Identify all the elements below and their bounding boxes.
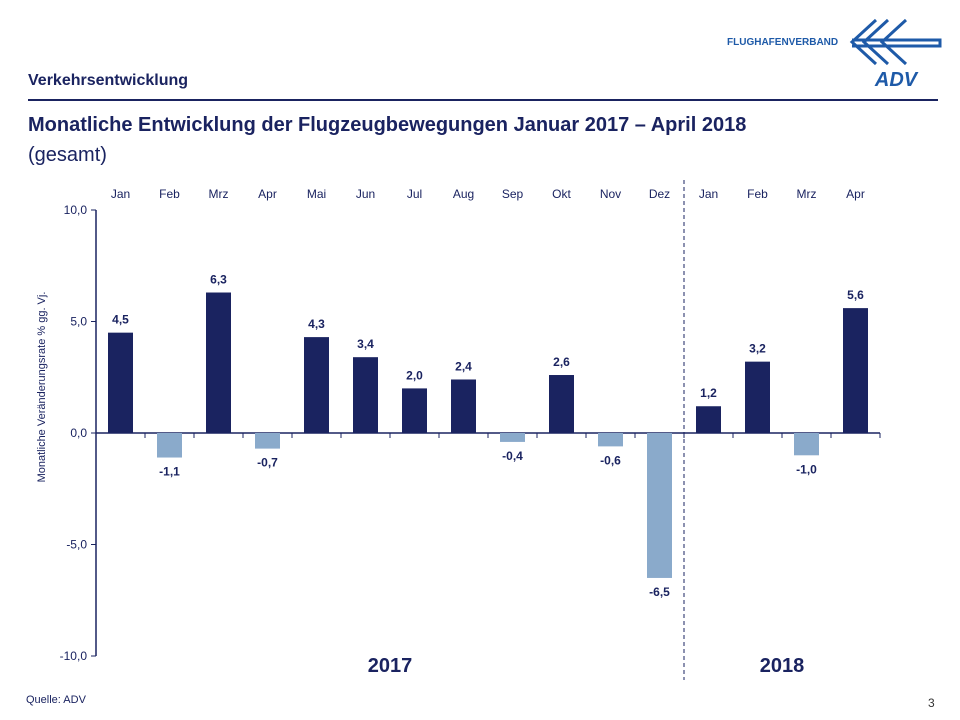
bar [696, 406, 721, 433]
x-tick-label: Dez [649, 187, 670, 201]
data-label: -1,0 [796, 462, 817, 476]
x-tick-label: Feb [159, 187, 180, 201]
y-tick-label: -10,0 [60, 649, 88, 663]
data-label: 3,4 [357, 337, 374, 351]
data-label: 1,2 [700, 386, 717, 400]
x-tick-label: Nov [600, 187, 621, 201]
data-label: 2,6 [553, 355, 570, 369]
data-label: -1,1 [159, 465, 180, 479]
year-label: 2017 [368, 655, 413, 677]
data-label: 4,5 [112, 313, 129, 327]
x-tick-label: Jul [407, 187, 422, 201]
x-tick-label: Apr [846, 187, 865, 201]
data-label: 6,3 [210, 273, 227, 287]
x-tick-label: Aug [453, 187, 474, 201]
data-label: -0,6 [600, 453, 621, 467]
bar [598, 433, 623, 447]
bar [500, 433, 525, 442]
x-tick-label: Sep [502, 187, 524, 201]
x-tick-label: Mrz [797, 187, 817, 201]
adv-logo: ADV [849, 18, 942, 90]
logo-text: FLUGHAFENVERBAND [727, 37, 839, 48]
page-subtitle: (gesamt) [28, 144, 107, 166]
bar [745, 361, 770, 433]
x-tick-label: Jan [111, 187, 130, 201]
x-tick-label: Feb [747, 187, 768, 201]
data-label: 5,6 [847, 288, 864, 302]
bar [206, 292, 231, 433]
data-label: -0,4 [502, 449, 523, 463]
section-title: Verkehrsentwicklung [28, 72, 189, 89]
x-tick-label: Okt [552, 187, 571, 201]
bar [304, 337, 329, 433]
adv-logo-mark: ADV [874, 69, 919, 90]
x-tick-label: Jun [356, 187, 375, 201]
bar [647, 433, 672, 578]
year-label: 2018 [760, 655, 805, 677]
page-title: Monatliche Entwicklung der Flugzeugbeweg… [28, 114, 747, 136]
y-tick-label: -5,0 [66, 538, 87, 552]
y-tick-label: 0,0 [70, 426, 87, 440]
y-tick-label: 10,0 [64, 203, 88, 217]
bar [451, 379, 476, 433]
bar [402, 388, 427, 433]
data-label: -0,7 [257, 456, 278, 470]
y-tick-label: 5,0 [70, 315, 87, 329]
x-tick-label: Apr [258, 187, 277, 201]
bar [157, 433, 182, 458]
x-tick-label: Jan [699, 187, 718, 201]
x-tick-label: Mai [307, 187, 326, 201]
header-rule [28, 99, 938, 101]
y-axis-label: Monatliche Veränderungsrate % gg. Vj. [36, 292, 48, 483]
data-label: -6,5 [649, 585, 670, 599]
x-tick-label: Mrz [209, 187, 229, 201]
bar [549, 375, 574, 433]
data-label: 2,4 [455, 359, 472, 373]
bar [843, 308, 868, 433]
data-label: 4,3 [308, 317, 325, 331]
data-label: 3,2 [749, 342, 766, 356]
bar [353, 357, 378, 433]
bar [255, 433, 280, 449]
bar [108, 332, 133, 433]
source-note: Quelle: ADV [26, 694, 86, 706]
data-label: 2,0 [406, 368, 423, 382]
page-number: 3 [928, 696, 935, 710]
bar [794, 433, 819, 456]
